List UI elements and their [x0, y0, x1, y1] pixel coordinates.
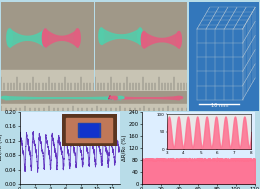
- Y-axis label: ΔR/R₀ (%): ΔR/R₀ (%): [122, 135, 127, 161]
- Bar: [1, 104, 187, 111]
- Ellipse shape: [75, 29, 80, 47]
- Ellipse shape: [42, 29, 47, 47]
- Ellipse shape: [176, 32, 181, 48]
- Bar: [1, 70, 94, 90]
- Ellipse shape: [99, 28, 104, 44]
- Ellipse shape: [116, 96, 124, 99]
- Ellipse shape: [42, 29, 48, 47]
- Ellipse shape: [175, 96, 183, 99]
- Ellipse shape: [138, 28, 143, 44]
- Ellipse shape: [1, 96, 9, 99]
- Ellipse shape: [7, 29, 12, 47]
- Text: 10 mm: 10 mm: [211, 103, 228, 108]
- Bar: [95, 70, 187, 90]
- Y-axis label: -ΔR/R₀ (%): -ΔR/R₀ (%): [0, 134, 3, 162]
- Ellipse shape: [110, 96, 118, 99]
- Ellipse shape: [141, 32, 146, 48]
